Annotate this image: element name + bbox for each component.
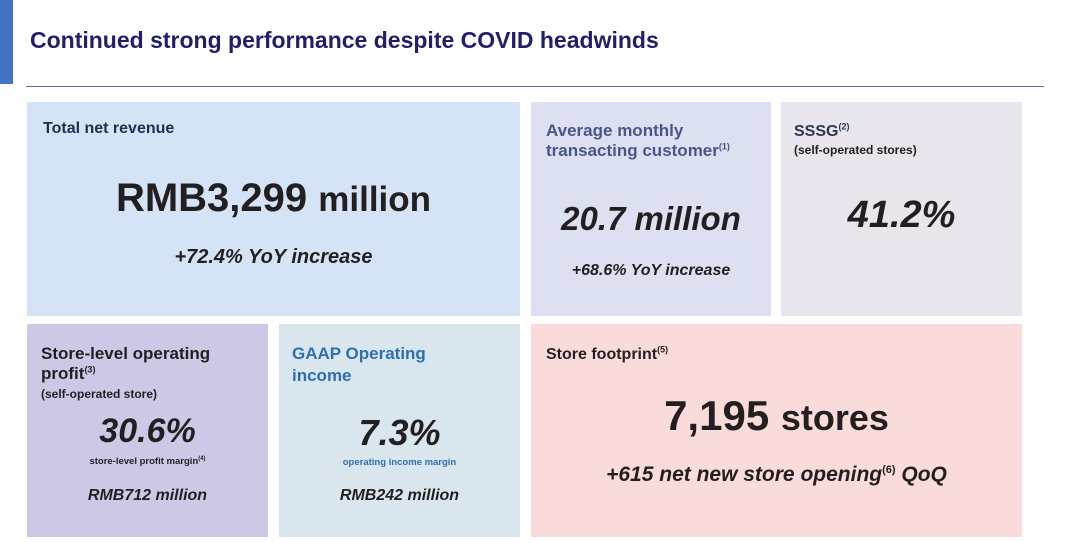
sssg-label-text: SSSG [794, 123, 839, 140]
store-footprint-unit: stores [780, 397, 889, 438]
store-footprint-growth-tail: QoQ [901, 463, 947, 486]
slide-title: Continued strong performance despite COV… [30, 27, 659, 53]
footnote-2: (2) [838, 121, 850, 132]
gaap-income-amount: RMB242 million [339, 487, 460, 504]
gaap-income-label-line1: GAAP Operating [292, 344, 426, 363]
revenue-card: Total net revenue RMB3,299 million +72.4… [27, 102, 520, 316]
title-accent-bar [0, 0, 13, 84]
store-footprint-growth-text: +615 net new store opening [606, 463, 883, 486]
sssg-sublabel: (self-operated stores) [794, 143, 917, 157]
revenue-label: Total net revenue [43, 120, 175, 137]
store-profit-caption: store-level profit margin(4) [27, 456, 268, 467]
store-footprint-label: Store footprint(5) [546, 345, 668, 365]
store-profit-caption-text: store-level profit margin [89, 456, 199, 467]
store-footprint-card: Store footprint(5) 7,195 stores +615 net… [531, 324, 1022, 537]
gaap-income-value: 7.3% [358, 412, 441, 453]
store-footprint-value: 7,195 stores [531, 392, 1022, 440]
footnote-6: (6) [882, 464, 896, 476]
footnote-5: (5) [657, 344, 669, 355]
store-profit-sublabel: (self-operated store) [41, 387, 158, 401]
footnote-4: (4) [198, 455, 206, 462]
sssg-value: 41.2% [847, 194, 956, 236]
sssg-card: SSSG(2) (self-operated stores) 41.2% [781, 102, 1022, 316]
revenue-amount: RMB3,299 [115, 176, 308, 220]
store-profit-label-line2: profit [41, 364, 85, 383]
monthly-customers-card: Average monthly transacting customer(1) … [531, 102, 771, 316]
store-profit-card: Store-level operating profit(3) (self-op… [27, 324, 268, 537]
footnote-3: (3) [84, 364, 96, 375]
sssg-label: SSSG(2) [794, 122, 849, 142]
store-footprint-count: 7,195 [664, 392, 770, 439]
footnote-1: (1) [718, 141, 730, 152]
monthly-customers-label-line1: Average monthly [546, 121, 684, 140]
store-footprint-label-text: Store footprint [546, 346, 658, 363]
store-profit-amount: RMB712 million [87, 487, 208, 504]
revenue-growth: +72.4% YoY increase [174, 246, 373, 268]
gaap-income-label-line2: income [292, 366, 352, 385]
gaap-income-card: GAAP Operating income 7.3% operating inc… [279, 324, 520, 537]
revenue-value: RMB3,299 million [27, 176, 520, 221]
store-footprint-growth: +615 net new store opening(6) QoQ [531, 463, 1022, 487]
gaap-income-caption: operating income margin [342, 457, 457, 468]
store-profit-label-line1: Store-level operating [41, 344, 211, 363]
monthly-customers-label-line2: transacting customer [546, 141, 719, 160]
gaap-income-label: GAAP Operating income [292, 343, 426, 387]
monthly-customers-label: Average monthly transacting customer(1) [546, 121, 730, 161]
title-divider [26, 86, 1044, 87]
store-profit-value: 30.6% [99, 412, 196, 450]
store-profit-label: Store-level operating profit(3) [41, 344, 210, 384]
monthly-customers-growth: +68.6% YoY increase [571, 262, 731, 279]
revenue-unit: million [318, 180, 432, 219]
monthly-customers-value: 20.7 million [561, 200, 741, 237]
